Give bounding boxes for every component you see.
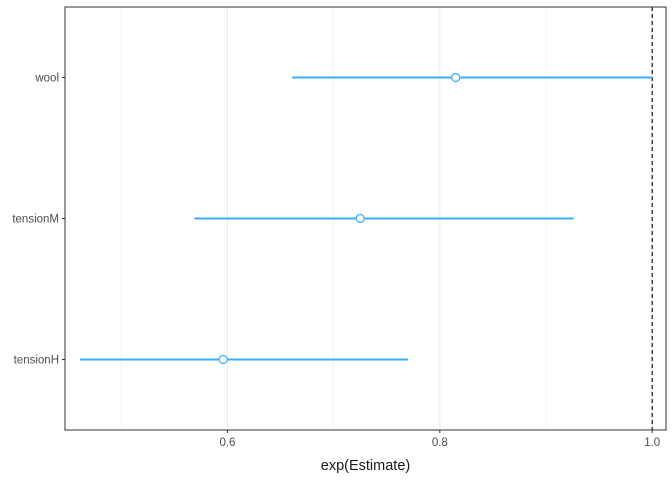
estimate-point-tensionM bbox=[355, 213, 365, 224]
estimate-point-wool bbox=[451, 72, 461, 83]
x-tick-label: 0.8 bbox=[432, 437, 448, 449]
y-tick-label-wool: wool bbox=[34, 73, 59, 85]
estimate-point-tensionH bbox=[218, 354, 228, 365]
x-tick-label: 1.0 bbox=[644, 437, 660, 449]
y-tick-label-tensionH: tensionH bbox=[14, 355, 59, 367]
x-tick-label: 0.6 bbox=[219, 437, 235, 449]
y-tick-label-tensionM: tensionM bbox=[12, 214, 59, 226]
series-layer bbox=[79, 72, 653, 365]
axis-layer: wool tensionM tensionH 0.6 0.8 1.0 bbox=[12, 73, 660, 450]
x-axis-title: exp(Estimate) bbox=[321, 458, 410, 474]
